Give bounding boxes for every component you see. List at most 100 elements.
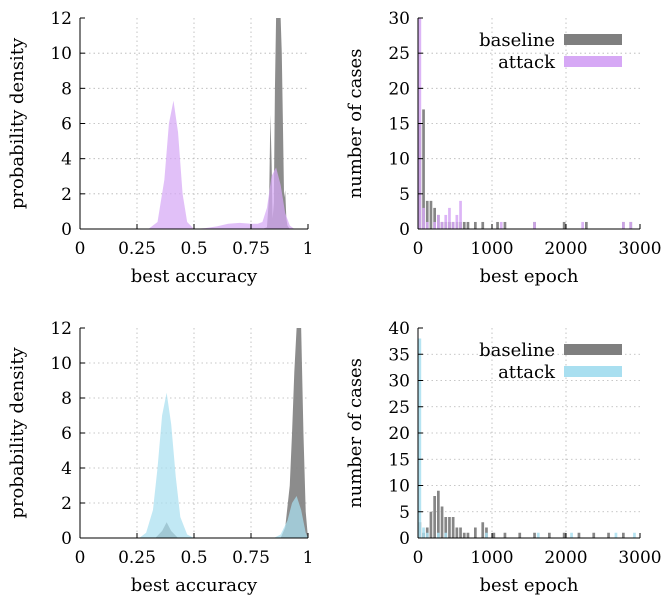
- bar: [425, 532, 429, 538]
- bar: [466, 221, 470, 229]
- y-tick-label: 8: [61, 79, 72, 99]
- bar: [614, 532, 618, 538]
- density-series-2: [80, 100, 308, 229]
- bar: [422, 527, 425, 538]
- bar: [429, 200, 433, 229]
- bar: [433, 221, 436, 229]
- bar: [577, 532, 581, 538]
- bar: [570, 532, 573, 538]
- x-tick-label: 2000: [544, 548, 587, 568]
- x-tick-label: 1000: [470, 239, 513, 259]
- y-tick-label: 40: [388, 319, 410, 339]
- legend-label: baseline: [479, 340, 555, 361]
- bar-series-baseline: [418, 490, 625, 538]
- bar: [629, 221, 633, 229]
- bar: [418, 338, 422, 538]
- density-series-1: [80, 18, 308, 229]
- y-tick-label: 2: [61, 494, 72, 514]
- bar: [633, 532, 636, 538]
- x-axis-label: best accuracy: [131, 575, 258, 596]
- bar: [451, 517, 455, 538]
- y-axis-label: number of cases: [345, 49, 366, 199]
- y-tick-label: 5: [399, 185, 410, 205]
- x-tick-label: 0.25: [118, 548, 156, 568]
- x-tick-label: 3000: [618, 239, 661, 259]
- y-tick-label: 0: [61, 220, 72, 240]
- y-tick-label: 6: [61, 115, 72, 135]
- y-tick-label: 10: [388, 477, 410, 497]
- y-tick-label: 12: [50, 9, 72, 29]
- bar: [585, 221, 588, 229]
- plot-area: [418, 338, 636, 538]
- y-axis-label: probability density: [7, 347, 28, 519]
- x-tick-label: 0: [75, 548, 86, 568]
- x-tick-label: 0: [413, 239, 424, 259]
- bar: [440, 221, 444, 229]
- x-tick-label: 1: [303, 239, 314, 259]
- bar: [444, 532, 448, 538]
- bar: [437, 490, 440, 538]
- bar: [548, 532, 551, 538]
- legend-swatch: [564, 344, 622, 355]
- bar: [459, 527, 462, 538]
- bar: [425, 221, 429, 229]
- y-tick-label: 2: [61, 185, 72, 205]
- y-tick-label: 0: [61, 529, 72, 549]
- x-tick-label: 0: [413, 548, 424, 568]
- y-tick-label: 6: [61, 424, 72, 444]
- bar: [425, 200, 429, 229]
- x-tick-label: 2000: [544, 239, 587, 259]
- legend-label: baseline: [479, 30, 555, 51]
- chart-panel-4: 0 1000 2000 3000 0 5 10 15 20 25 30 35 40 best epoch n…: [345, 319, 662, 596]
- x-tick-label: 1000: [470, 548, 513, 568]
- y-tick-label: 20: [388, 79, 410, 99]
- grid: [418, 18, 640, 229]
- bar: [422, 109, 425, 229]
- grid: [80, 328, 308, 538]
- y-tick-label: 30: [388, 9, 410, 29]
- bar: [433, 496, 436, 538]
- bar: [459, 200, 462, 229]
- bar: [536, 532, 540, 538]
- x-tick-label: 0: [75, 239, 86, 259]
- bar: [503, 532, 507, 538]
- y-tick-label: 10: [50, 354, 72, 374]
- bar: [437, 214, 440, 229]
- bar: [440, 506, 444, 538]
- x-tick-label: 0.5: [180, 548, 207, 568]
- x-axis-label: best epoch: [479, 266, 578, 287]
- y-tick-label: 15: [388, 115, 410, 135]
- chart-panel-2: 0 1000 2000 3000 0 5 10 15 20 25 30 best epoch numbe…: [345, 9, 662, 287]
- y-tick-label: 0: [399, 529, 410, 549]
- bar: [448, 517, 451, 538]
- bar: [485, 532, 488, 538]
- bar: [474, 527, 477, 538]
- bar: [592, 532, 596, 538]
- bar: [462, 532, 466, 538]
- y-axis-label: number of cases: [345, 358, 366, 508]
- y-tick-label: 12: [50, 319, 72, 339]
- bar: [474, 221, 477, 229]
- bar: [533, 532, 536, 538]
- bar: [444, 214, 448, 229]
- y-tick-label: 35: [388, 345, 410, 365]
- legend-swatch: [564, 56, 622, 67]
- bar: [533, 221, 536, 229]
- bar: [518, 532, 522, 538]
- x-tick-label: 0.25: [118, 239, 156, 259]
- bar: [622, 221, 625, 229]
- y-tick-label: 15: [388, 450, 410, 470]
- y-tick-label: 0: [399, 220, 410, 240]
- y-tick-label: 10: [388, 150, 410, 170]
- x-axis-label: best accuracy: [131, 266, 258, 287]
- x-tick-label: 3000: [618, 548, 661, 568]
- y-tick-label: 25: [388, 398, 410, 418]
- bar: [429, 511, 433, 538]
- bar: [503, 221, 507, 229]
- bar: [499, 221, 503, 229]
- bar: [607, 532, 610, 538]
